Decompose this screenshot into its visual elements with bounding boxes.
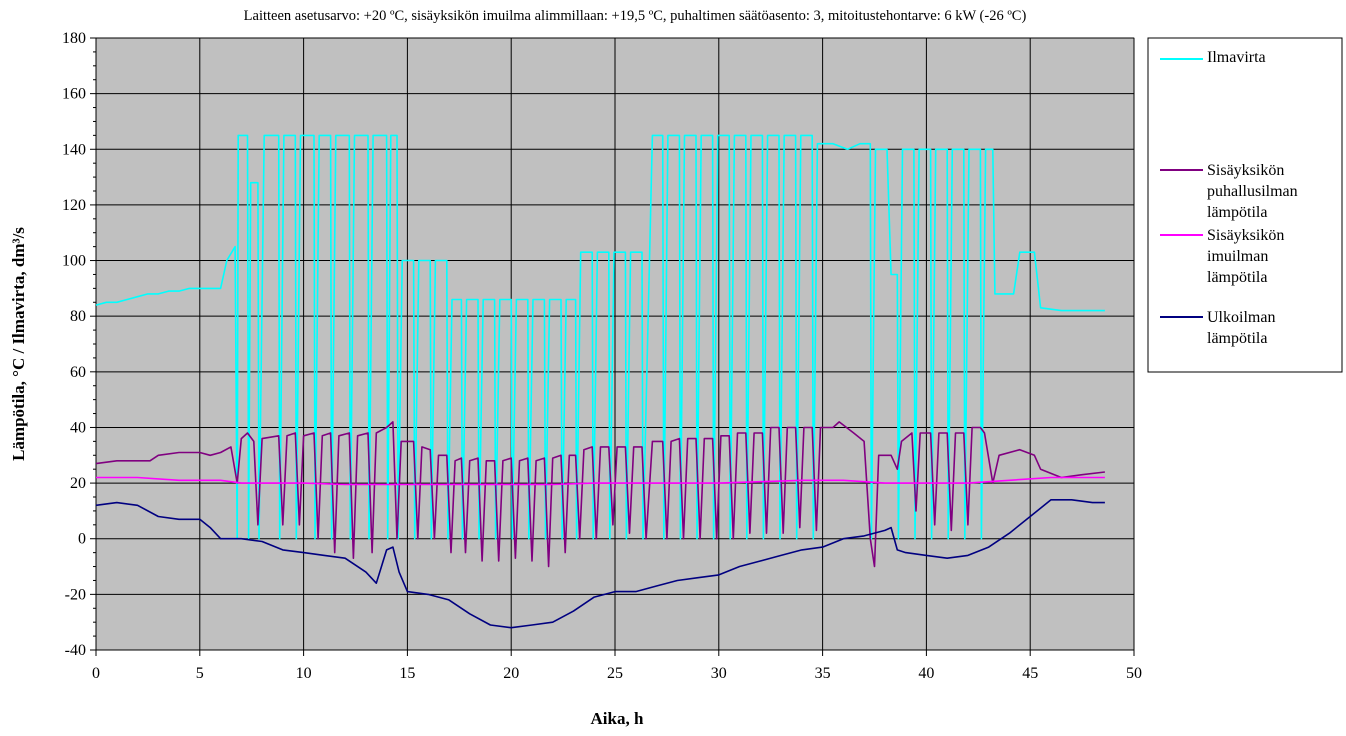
y-axis-title: Lämpötila, °C / Ilmavirta, dm³/s bbox=[9, 227, 28, 461]
y-tick-label: 80 bbox=[70, 308, 86, 325]
legend-label-3: Sisäyksikön imuilman lämpötila bbox=[1207, 227, 1284, 286]
x-tick-label: 10 bbox=[296, 665, 312, 682]
y-tick-label: 20 bbox=[70, 475, 86, 492]
x-tick-label: 50 bbox=[1126, 665, 1142, 682]
series-line-4 bbox=[95, 499, 1105, 629]
x-tick-label: 25 bbox=[607, 665, 623, 682]
series-line-1 bbox=[95, 134, 1105, 540]
y-tick-label: 100 bbox=[62, 253, 86, 270]
series-line-2 bbox=[95, 421, 1105, 568]
x-tick-label: 35 bbox=[815, 665, 831, 682]
x-tick-label: 15 bbox=[399, 665, 415, 682]
x-tick-label: 40 bbox=[918, 665, 934, 682]
series-layer bbox=[95, 134, 1105, 629]
y-tick-label: 0 bbox=[78, 531, 86, 548]
series-line-3 bbox=[96, 476, 1105, 486]
x-tick-label: 45 bbox=[1022, 665, 1038, 682]
y-tick-label: 40 bbox=[70, 419, 86, 436]
y-tick-label: -20 bbox=[65, 586, 86, 603]
chart-title: Laitteen asetusarvo: +20 ºC, sisäyksikön… bbox=[244, 8, 1027, 24]
x-tick-label: 0 bbox=[92, 665, 100, 682]
x-tick-label: 30 bbox=[711, 665, 727, 682]
legend-label-1: Ilmavirta bbox=[1207, 49, 1266, 66]
legend-label-2: Sisäyksikön puhallusilman lämpötila bbox=[1207, 162, 1298, 221]
axis-labels: -40 -20 0 20 40 60 80 100 120 140 160 180 0 5 10 15 20 25… bbox=[62, 30, 1142, 682]
legend-label-4: Ulkoilman lämpötila bbox=[1207, 309, 1275, 347]
y-tick-label: -40 bbox=[65, 642, 86, 659]
x-tick-label: 5 bbox=[196, 665, 204, 682]
y-tick-label: 160 bbox=[62, 86, 86, 103]
x-tick-label: 20 bbox=[503, 665, 519, 682]
y-tick-label: 140 bbox=[62, 141, 86, 158]
y-tick-label: 60 bbox=[70, 364, 86, 381]
x-axis-title: Aika, h bbox=[591, 709, 644, 728]
y-tick-label: 180 bbox=[62, 30, 86, 47]
legend: Ilmavirta Sisäyksikön puhallusilman lämpöti… bbox=[1147, 37, 1343, 373]
axis-ticks bbox=[90, 37, 1135, 656]
y-tick-label: 120 bbox=[62, 197, 86, 214]
